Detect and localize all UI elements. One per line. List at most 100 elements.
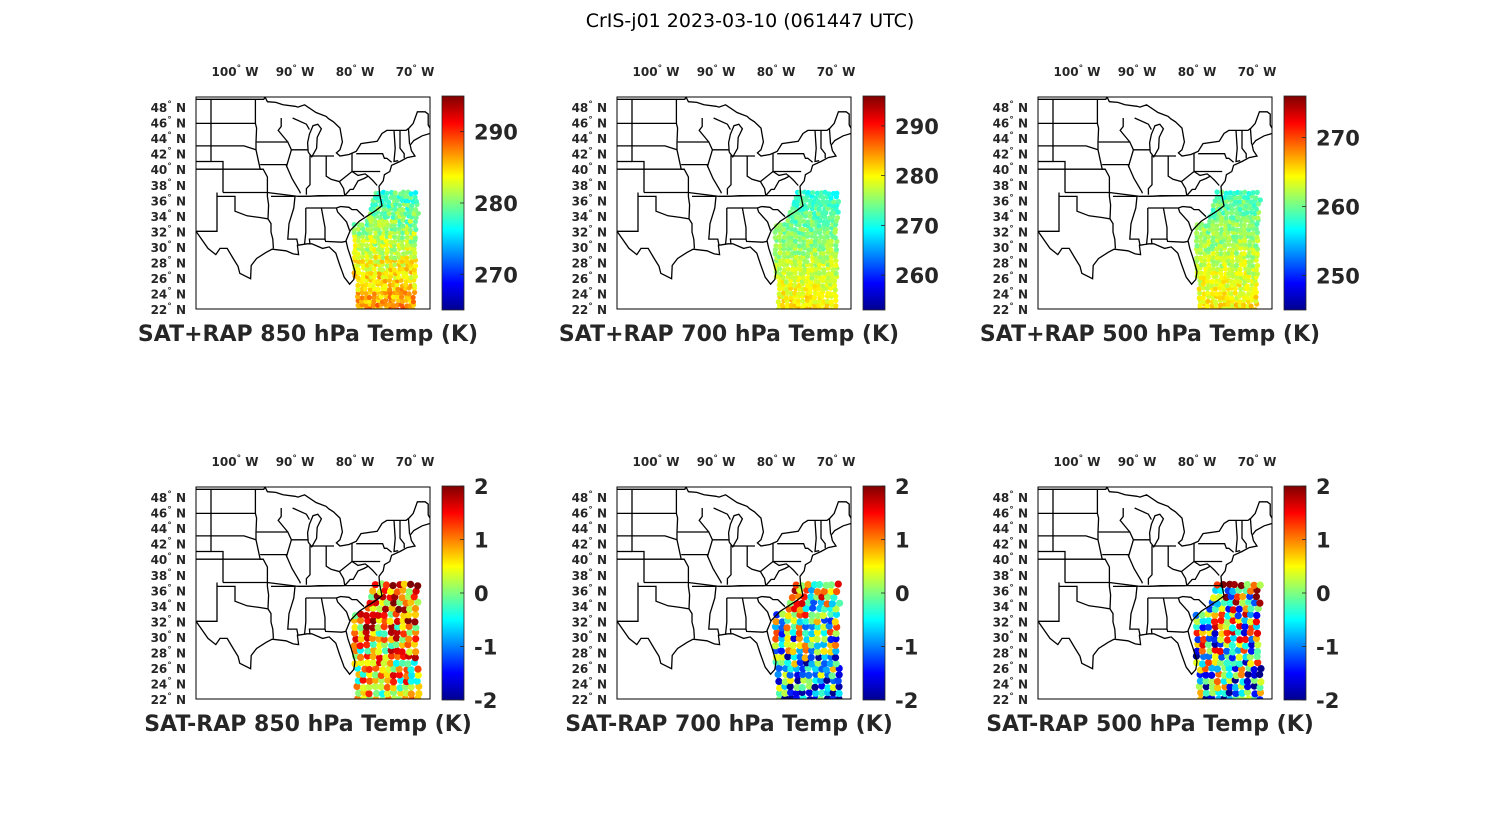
state-boundary bbox=[325, 546, 346, 586]
data-point bbox=[1232, 286, 1238, 292]
data-point bbox=[404, 258, 410, 265]
data-point bbox=[1254, 641, 1262, 649]
state-boundary bbox=[286, 555, 302, 584]
state-boundary bbox=[1098, 141, 1135, 169]
data-point bbox=[792, 290, 798, 296]
data-point bbox=[355, 287, 361, 293]
data-point bbox=[779, 610, 787, 618]
data-point bbox=[374, 611, 382, 619]
data-point bbox=[1220, 295, 1226, 301]
state-boundary bbox=[1119, 118, 1131, 143]
data-point bbox=[1232, 290, 1238, 296]
data-point bbox=[781, 226, 787, 233]
colorbar-tick-label: -2 bbox=[895, 689, 918, 713]
data-point bbox=[1229, 295, 1235, 301]
state-boundary bbox=[814, 520, 820, 553]
data-point bbox=[356, 642, 364, 650]
data-point bbox=[812, 251, 818, 257]
data-point bbox=[1246, 190, 1252, 197]
lat-tick-label: 40° N bbox=[151, 162, 186, 177]
data-point bbox=[1214, 231, 1220, 237]
data-point bbox=[1208, 678, 1216, 686]
data-point bbox=[1210, 207, 1216, 213]
data-point bbox=[391, 267, 397, 273]
data-point bbox=[796, 642, 804, 650]
state-boundary bbox=[344, 565, 369, 587]
state-boundary bbox=[1113, 585, 1141, 636]
data-point bbox=[377, 671, 385, 680]
data-point bbox=[390, 599, 398, 607]
data-point bbox=[1232, 689, 1240, 698]
data-point bbox=[372, 671, 380, 679]
data-point bbox=[1209, 243, 1215, 249]
lat-tick-label: 22° N bbox=[572, 692, 607, 707]
data-point bbox=[792, 690, 800, 698]
data-point bbox=[810, 190, 816, 196]
data-point bbox=[821, 299, 827, 305]
data-point bbox=[387, 652, 396, 660]
map-frame bbox=[616, 486, 852, 700]
lat-tick-label: 30° N bbox=[151, 630, 186, 645]
colorbar-tick-label: -1 bbox=[895, 636, 918, 660]
data-point bbox=[1194, 636, 1202, 644]
data-point bbox=[1238, 689, 1246, 697]
data-point bbox=[1229, 634, 1238, 642]
data-point bbox=[1200, 635, 1208, 644]
data-point bbox=[399, 623, 407, 631]
data-point bbox=[808, 227, 814, 233]
data-point bbox=[1218, 271, 1224, 277]
data-point bbox=[815, 653, 823, 662]
data-point bbox=[1198, 660, 1206, 668]
data-point bbox=[793, 234, 799, 240]
data-point bbox=[788, 594, 797, 602]
data-point bbox=[392, 226, 398, 232]
lon-tick-label: 80° W bbox=[757, 64, 796, 79]
data-point bbox=[1253, 226, 1259, 232]
data-point bbox=[1194, 230, 1200, 236]
data-point bbox=[819, 611, 827, 620]
data-point bbox=[406, 295, 412, 301]
data-point bbox=[1233, 195, 1239, 201]
lat-tick-label: 34° N bbox=[993, 599, 1028, 614]
data-point bbox=[1234, 612, 1242, 620]
data-point bbox=[404, 255, 410, 261]
data-point bbox=[1244, 295, 1250, 301]
data-point bbox=[821, 267, 827, 273]
data-point bbox=[1227, 247, 1233, 253]
data-point bbox=[404, 611, 413, 619]
data-point bbox=[812, 211, 818, 217]
state-boundary bbox=[1147, 545, 1153, 585]
data-point bbox=[1226, 195, 1232, 201]
data-point bbox=[1246, 231, 1252, 237]
data-point bbox=[796, 618, 804, 626]
data-point bbox=[415, 690, 423, 698]
data-point bbox=[1214, 189, 1220, 195]
data-point bbox=[1245, 277, 1251, 283]
lon-tick-label: 90° W bbox=[276, 454, 315, 469]
state-boundary bbox=[724, 208, 728, 244]
lat-tick-label: 22° N bbox=[572, 302, 607, 317]
data-point bbox=[801, 218, 807, 224]
state-boundary bbox=[1177, 207, 1193, 231]
data-point bbox=[1193, 238, 1200, 244]
data-point bbox=[1226, 271, 1232, 277]
state-boundary bbox=[707, 165, 723, 194]
data-point bbox=[1234, 214, 1240, 220]
data-point bbox=[1197, 290, 1203, 296]
state-boundary bbox=[399, 130, 405, 159]
lon-tick-label: 90° W bbox=[697, 64, 736, 79]
northern-border bbox=[1038, 97, 1272, 157]
data-point bbox=[1202, 258, 1208, 264]
data-point bbox=[1249, 222, 1255, 228]
data-point bbox=[1250, 682, 1258, 690]
data-point bbox=[369, 617, 377, 625]
state-boundary bbox=[777, 153, 814, 163]
data-point bbox=[791, 660, 799, 668]
data-point bbox=[789, 641, 797, 650]
data-point bbox=[774, 670, 782, 679]
lat-tick-label: 32° N bbox=[151, 224, 186, 239]
data-point bbox=[1229, 606, 1237, 614]
data-point bbox=[1204, 640, 1212, 649]
data-point bbox=[1233, 238, 1239, 244]
data-point bbox=[808, 238, 815, 245]
